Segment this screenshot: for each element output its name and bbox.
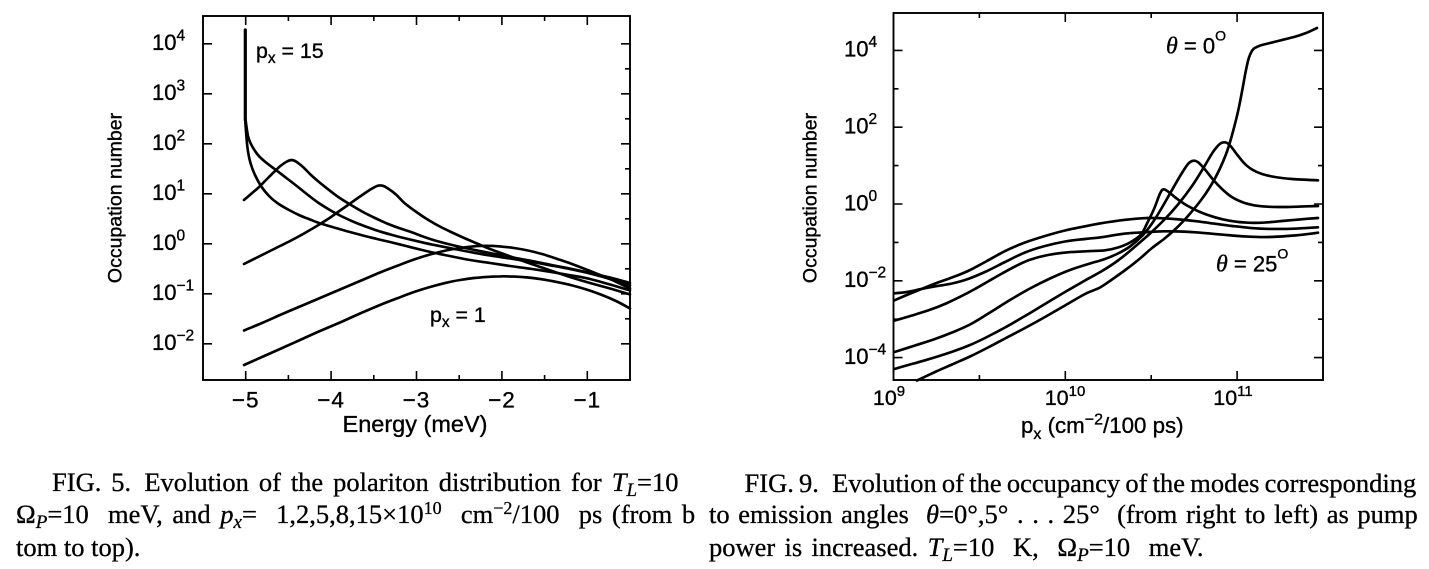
svg-text:Occupation number: Occupation number (800, 112, 822, 283)
svg-text:Energy (meV): Energy (meV) (343, 411, 488, 437)
svg-text:Occupation number: Occupation number (105, 112, 127, 283)
svg-text:θ = 0O: θ = 0O (1166, 28, 1226, 60)
svg-text:θ = 25O: θ = 25O (1216, 246, 1288, 278)
svg-text:10−1: 10−1 (152, 278, 194, 306)
svg-text:102: 102 (844, 111, 877, 139)
svg-text:109: 109 (873, 383, 905, 410)
svg-text:100: 100 (152, 228, 185, 256)
svg-text:104: 104 (152, 28, 185, 56)
svg-text:100: 100 (844, 188, 877, 216)
svg-text:px = 15: px = 15 (256, 39, 324, 67)
svg-text:102: 102 (152, 128, 185, 156)
svg-text:101: 101 (152, 178, 185, 206)
svg-text:1011: 1011 (1213, 383, 1253, 410)
svg-text:1010: 1010 (1045, 383, 1086, 410)
svg-text:−1: −1 (573, 388, 601, 413)
svg-text:−2: −2 (488, 388, 516, 413)
svg-text:−4: −4 (317, 388, 345, 413)
svg-text:−3: −3 (403, 388, 431, 413)
svg-text:104: 104 (844, 34, 877, 62)
svg-text:px = 1: px = 1 (430, 303, 486, 331)
svg-text:10−2: 10−2 (152, 328, 194, 356)
svg-text:10−4: 10−4 (844, 341, 887, 369)
svg-text:px (cm−2/100 ps): px (cm−2/100 ps) (1021, 412, 1184, 444)
svg-text:10−2: 10−2 (844, 265, 886, 293)
svg-text:103: 103 (152, 78, 185, 106)
svg-text:−5: −5 (232, 388, 260, 413)
